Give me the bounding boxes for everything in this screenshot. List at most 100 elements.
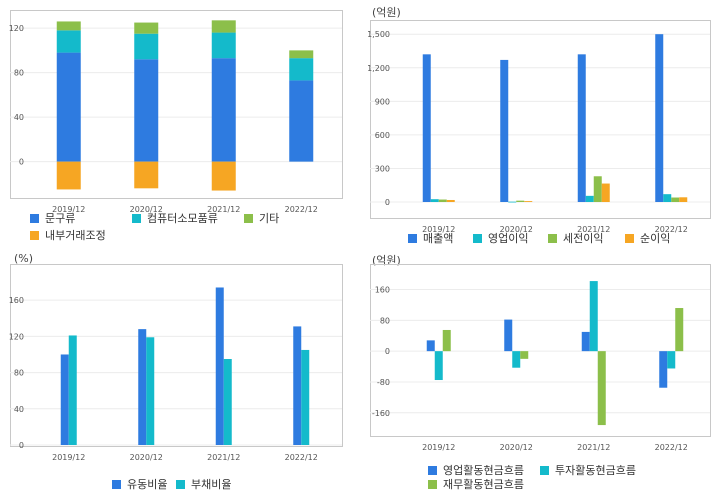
legend-item-series-4[interactable]: 순이익 [625,230,670,246]
legend-label: 투자활동현금흐름 [555,464,636,477]
bar [659,351,668,388]
legend-label: 문구류 [45,212,76,225]
bar-segment [211,20,236,33]
bar [671,197,680,202]
legend-item-series-3[interactable]: 기타 [244,210,279,226]
bar [516,200,525,202]
legend-item-series-3[interactable]: 세전이익 [548,230,603,246]
bar [301,349,310,445]
x-tick-label: 2021/12 [577,225,610,234]
plot-frame [10,10,343,199]
bar-segment [211,161,236,191]
legend-item-series-1[interactable]: 문구류 [30,210,75,226]
chart-panel-cashflow: (억원) -160 -80 0 80 160 2019/12 2020/12 2021/12 2… [360,248,720,496]
x-tick-label: 2020/12 [130,205,163,214]
y-tick-label: 0 [385,347,390,356]
legend-swatch [30,214,39,223]
legend-item-series-3[interactable]: 재무활동현금흐름 [428,476,524,492]
bar-segment [56,21,81,31]
bar [422,54,431,203]
chart-panel-product-mix: 0 40 80 120 2019/12 2020/12 2021/12 2022/12 문구류… [0,0,350,248]
bar [667,351,676,369]
bar [146,337,155,445]
legend-label: 매출액 [423,232,454,245]
bar [500,59,509,203]
bar-segment [211,32,236,59]
bar [138,329,147,445]
bar [215,287,224,445]
legend-swatch [176,480,185,489]
legend-item-series-2[interactable]: 부채비율 [176,476,231,492]
bar-segment [134,161,159,189]
bar [438,199,447,202]
x-tick-label: 2022/12 [285,205,318,214]
y-tick-label: 600 [375,131,390,140]
x-tick-label: 2020/12 [130,453,163,462]
legend-label: 내부거래조정 [45,229,106,242]
legend-label: 유동비율 [127,478,168,491]
bar [293,326,302,445]
legend-label: 컴퓨터소모품류 [147,212,218,225]
bar-segment [134,33,159,60]
legend-income: 매출액 영업이익 세전이익 순이익 [408,230,708,246]
x-tick-label: 2019/12 [422,225,455,234]
unit-label: (%) [14,252,34,265]
legend-item-series-4[interactable]: 내부거래조정 [30,227,106,243]
bar-segment [289,50,314,59]
legend-ratios: 유동비율 부채비율 [112,476,312,492]
x-tick-label: 2021/12 [207,453,240,462]
legend-item-series-1[interactable]: 매출액 [408,230,453,246]
legend-swatch [132,214,141,223]
legend-swatch [428,480,437,489]
y-tick-label: -160 [372,409,390,418]
legend-item-series-2[interactable]: 영업이익 [473,230,528,246]
y-tick-label: 80 [380,316,390,325]
bar-segment [56,52,81,162]
legend-item-series-2[interactable]: 투자활동현금흐름 [540,462,636,478]
legend-label: 영업이익 [488,232,529,245]
plot-frame [10,264,343,447]
bar [504,319,513,352]
unit-label: (억원) [372,6,401,19]
chart-cashflow: -160 -80 0 80 160 2019/12 2020/12 2021/12 2022/1… [370,264,711,452]
legend-item-series-1[interactable]: 영업활동현금흐름 [428,462,524,478]
bar-segment [289,58,314,81]
x-tick-label: 2022/12 [655,443,688,452]
bar [60,354,69,445]
bar [585,195,594,202]
legend-swatch [473,234,482,243]
x-tick-label: 2019/12 [52,453,85,462]
bar [430,199,439,202]
bar [601,183,610,202]
legend-label: 영업활동현금흐름 [443,464,524,477]
y-tick-label: 40 [14,113,24,122]
bar-segment [289,80,314,162]
legend-swatch [428,466,437,475]
y-tick-label: 80 [14,69,24,78]
legend-swatch [244,214,253,223]
y-tick-label: 1,200 [367,64,390,73]
unit-label: (억원) [372,254,401,267]
y-tick-label: 160 [375,286,390,295]
x-tick-label: 2019/12 [422,443,455,452]
bar [589,281,598,352]
bar-segment [211,58,236,162]
y-tick-label: 120 [9,24,24,33]
legend-product-mix: 문구류 컴퓨터소모품류 기타 내부거래조정 [30,210,350,246]
legend-label: 순이익 [640,232,671,245]
chart-panel-ratios: (%) 0 40 80 120 160 2019/12 2020/12 2021/12 2022… [0,248,350,496]
bar [655,34,664,202]
y-tick-label: 80 [14,369,24,378]
x-tick-label: 2021/12 [577,443,610,452]
legend-swatch [30,231,39,240]
bar [581,331,590,352]
legend-item-series-1[interactable]: 유동비율 [112,476,167,492]
legend-swatch [408,234,417,243]
x-tick-label: 2022/12 [655,225,688,234]
x-tick-label: 2022/12 [285,453,318,462]
x-tick-label: 2020/12 [500,443,533,452]
bar [512,351,521,368]
bar [593,176,602,202]
legend-swatch [625,234,634,243]
legend-item-series-2[interactable]: 컴퓨터소모품류 [132,210,218,226]
